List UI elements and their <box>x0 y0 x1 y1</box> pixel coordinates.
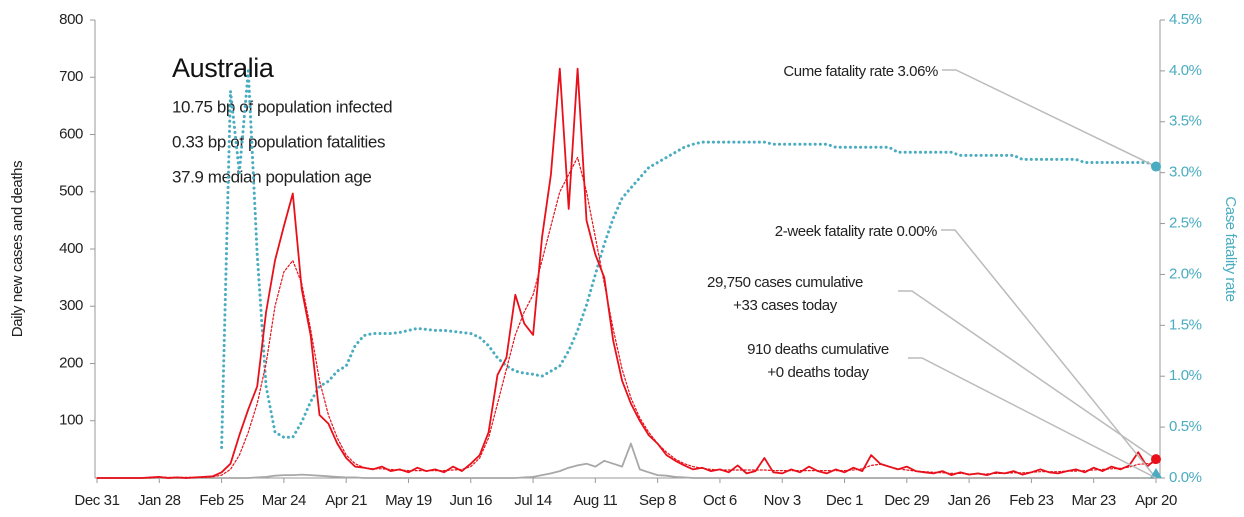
annotation: Cume fatality rate 3.06% <box>783 63 938 80</box>
series-line <box>97 442 1156 479</box>
y-tick-label: 300 <box>59 297 83 314</box>
series-line <box>97 67 1157 479</box>
leader-line <box>908 357 1157 479</box>
y-tick-label: 600 <box>59 125 83 142</box>
annotation: +33 cases today <box>733 297 838 314</box>
leader-line <box>898 290 1157 460</box>
end-marker <box>1151 161 1161 172</box>
x-tick-label: Mar 23 <box>1072 492 1116 509</box>
x-tick-label: Oct 6 <box>703 492 737 509</box>
y-tick-label: 800 <box>59 11 83 28</box>
end-marker <box>1150 468 1162 478</box>
y2-tick-label: 3.5% <box>1169 113 1202 130</box>
y-tick-label: 700 <box>59 68 83 85</box>
info-line: 37.9 median population age <box>172 167 371 186</box>
series-line <box>220 69 1158 449</box>
x-tick-label: Dec 31 <box>74 492 119 509</box>
y2-tick-label: 0.0% <box>1169 469 1202 486</box>
y2-tick-label: 4.5% <box>1169 11 1202 28</box>
info-line: 0.33 bp of population fatalities <box>172 132 385 151</box>
y2-tick-label: 2.5% <box>1169 215 1202 232</box>
x-tick-label: Dec 1 <box>826 492 863 509</box>
y-tick-label: 400 <box>59 240 83 257</box>
y2-tick-label: 1.5% <box>1169 316 1202 333</box>
x-tick-label: Sep 8 <box>639 492 676 509</box>
y-tick-label: 100 <box>59 412 83 429</box>
x-tick-label: Mar 24 <box>262 492 306 509</box>
y2-tick-label: 3.0% <box>1169 164 1202 181</box>
y2-tick-label: 1.0% <box>1169 367 1202 384</box>
y-axis-label: Daily new cases and deaths <box>9 161 26 337</box>
annotation: 29,750 cases cumulative <box>707 274 863 291</box>
y2-tick-label: 0.5% <box>1169 418 1202 435</box>
x-tick-label: Jun 16 <box>449 492 492 509</box>
x-tick-label: Jul 14 <box>514 492 552 509</box>
y2-tick-label: 4.0% <box>1169 62 1202 79</box>
y-tick-label: 200 <box>59 354 83 371</box>
annotation: 2-week fatality rate 0.00% <box>775 223 937 240</box>
x-tick-label: Jan 26 <box>948 492 991 509</box>
y2-tick-label: 2.0% <box>1169 265 1202 282</box>
leader-line <box>941 229 1157 479</box>
x-tick-label: Nov 3 <box>764 492 801 509</box>
x-tick-label: Aug 11 <box>573 492 617 509</box>
y-tick-label: 500 <box>59 183 83 200</box>
annotation: +0 deaths today <box>767 364 869 381</box>
x-tick-label: Feb 23 <box>1009 492 1053 509</box>
chart-title: Australia <box>172 53 275 83</box>
end-marker <box>1151 454 1161 465</box>
x-tick-label: Jan 28 <box>138 492 181 509</box>
x-tick-label: Dec 29 <box>884 492 929 509</box>
x-tick-label: Feb 25 <box>199 492 243 509</box>
series-line <box>96 156 1157 479</box>
x-tick-label: Apr 21 <box>325 492 367 509</box>
info-line: 10.75 bp of population infected <box>172 97 392 116</box>
annotation: 910 deaths cumulative <box>747 341 889 358</box>
x-tick-label: May 19 <box>385 492 432 509</box>
leader-line <box>942 69 1157 168</box>
x-tick-label: Apr 20 <box>1135 492 1177 509</box>
y2-axis-label: Case fatality rate <box>1222 196 1239 301</box>
